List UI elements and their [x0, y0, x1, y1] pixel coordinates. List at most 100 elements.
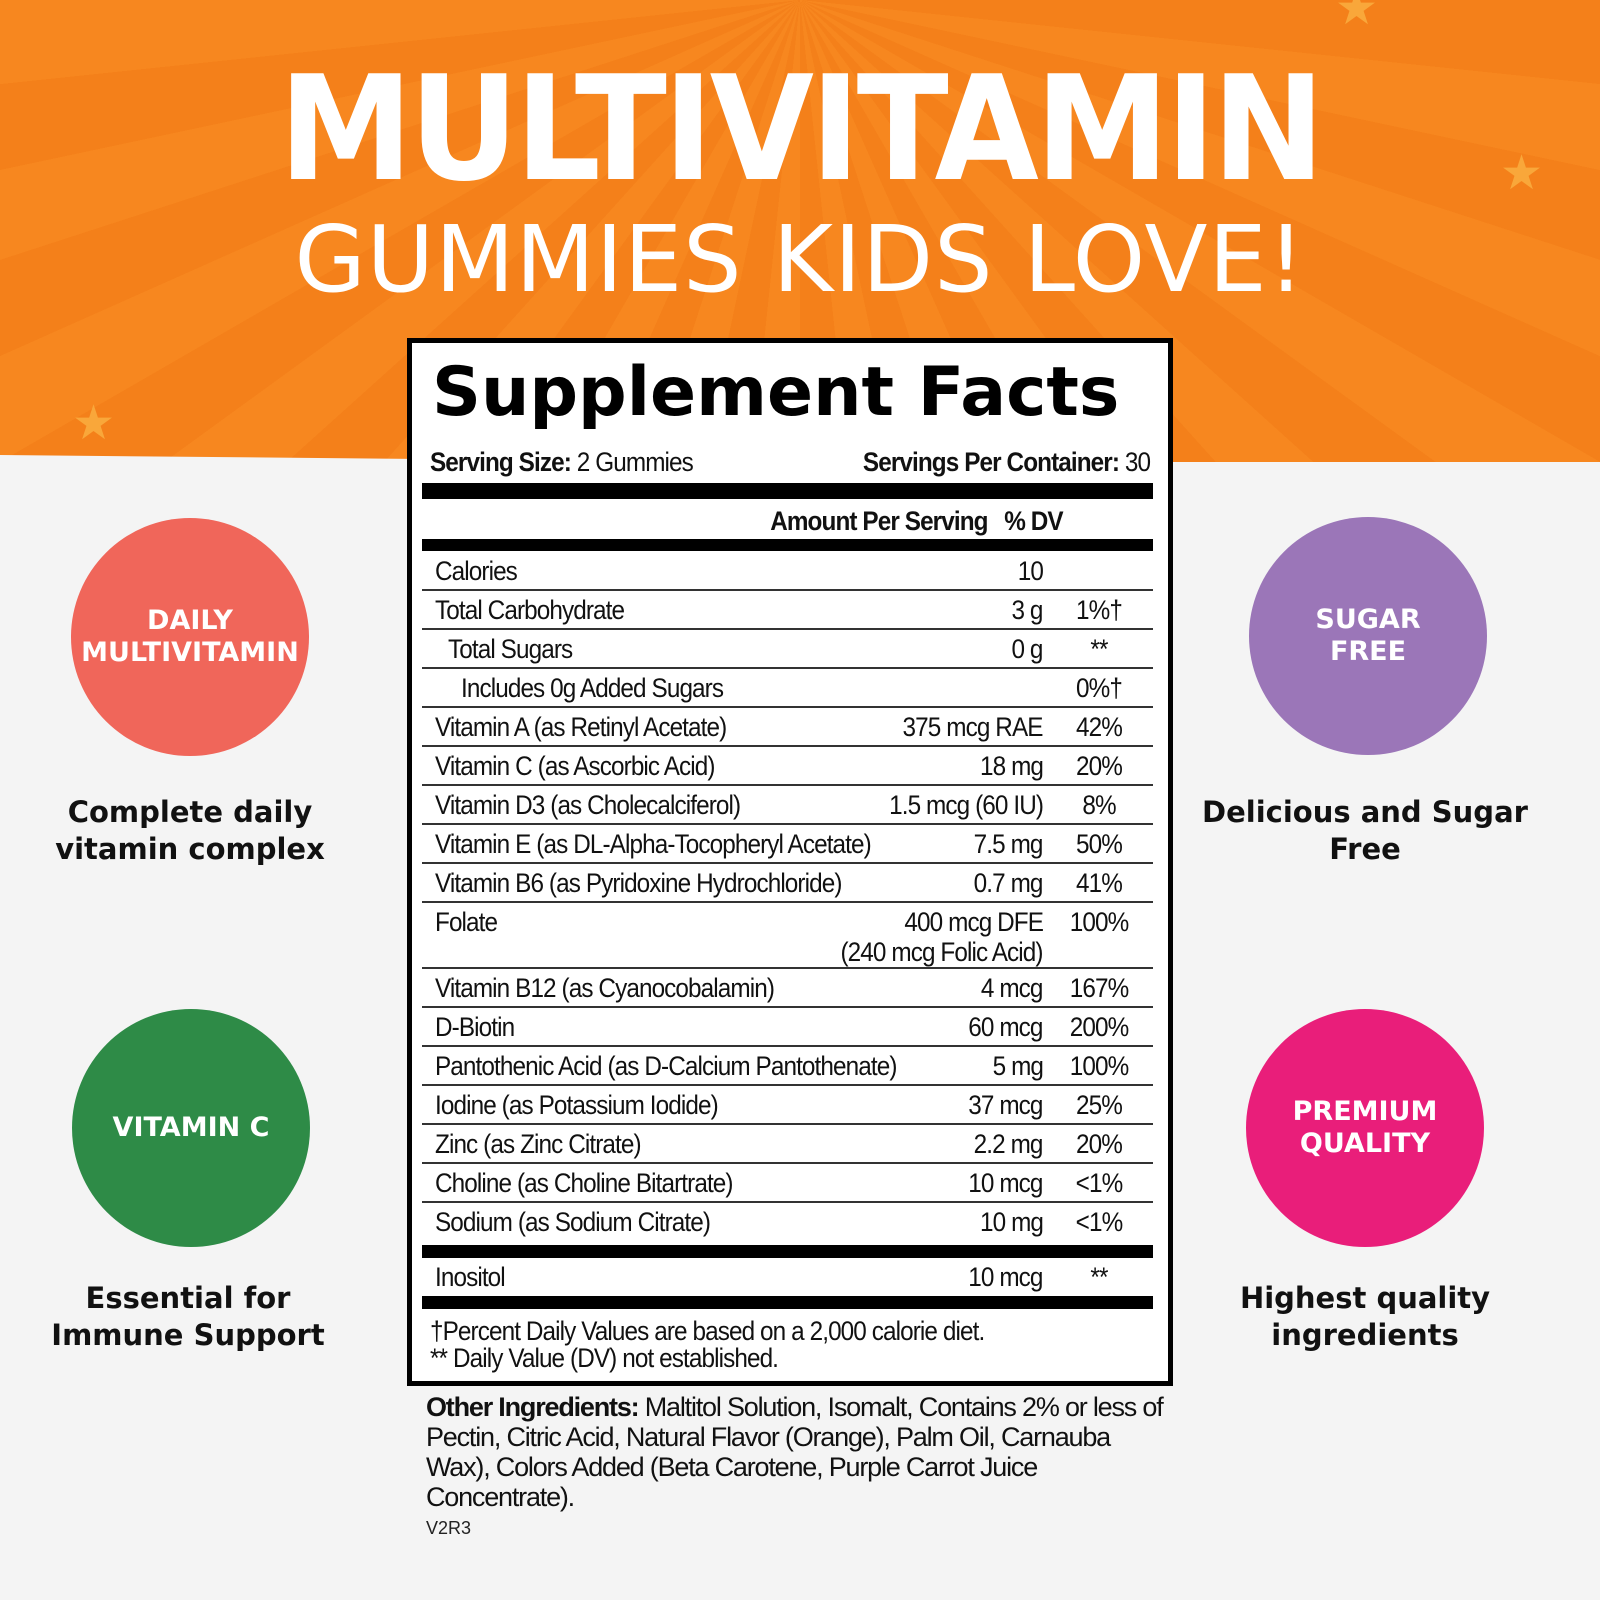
nutrient-dv: 0%†: [1076, 673, 1123, 703]
badge-sugar-free: SUGAR FREE: [1249, 517, 1487, 755]
footnote-dv: †Percent Daily Values are based on a 2,0…: [430, 1316, 985, 1346]
nutrient-amount: 18 mg: [979, 751, 1044, 781]
nutrient-amount: 60 mcg: [968, 1012, 1044, 1042]
nutrient-amount: 1.5 mcg (60 IU): [889, 790, 1044, 820]
table-row: Zinc (as Zinc Citrate) 2.2 mg 20%: [422, 1125, 1153, 1164]
nutrient-dv: 41%: [1076, 868, 1123, 898]
table-row: Total Sugars 0 g **: [422, 630, 1153, 669]
serving-size-label: Serving Size:: [430, 447, 572, 477]
table-row: Iodine (as Potassium Iodide) 37 mcg 25%: [422, 1086, 1153, 1125]
table-row: Vitamin B6 (as Pyridoxine Hydrochloride)…: [422, 864, 1153, 903]
version-code: V2R3: [426, 1518, 472, 1538]
nutrient-amount: 5 mg: [992, 1051, 1044, 1081]
nutrient-dv: 1%†: [1076, 595, 1123, 625]
nutrient-dv: 100%: [1069, 907, 1129, 937]
table-row: Pantothenic Acid (as D-Calcium Pantothen…: [422, 1047, 1153, 1086]
table-row: Vitamin B12 (as Cyanocobalamin) 4 mcg 167%: [422, 969, 1153, 1008]
badge-caption: Highest quality ingredients: [1239, 1281, 1491, 1352]
nutrient-dv: 25%: [1076, 1090, 1123, 1120]
nutrient-name: Choline (as Choline Bitartrate): [435, 1168, 734, 1198]
table-row: Folate 400 mcg DFE 100% (240 mcg Folic Acid…: [422, 903, 1153, 969]
other-ingredients-label: Other Ingredients:: [426, 1392, 640, 1422]
nutrient-dv: 200%: [1069, 1012, 1129, 1042]
supplement-facts-panel: Supplement Facts Serving Size: 2 Gummies…: [407, 338, 1173, 1386]
table-row: Sodium (as Sodium Citrate) 10 mg <1%: [422, 1203, 1153, 1242]
nutrient-dv: 8%: [1082, 790, 1116, 820]
nutrient-amount: 2.2 mg: [974, 1129, 1044, 1159]
nutrient-dv: **: [1090, 1262, 1108, 1292]
servings: 30: [1124, 447, 1151, 477]
badge-vitamin-c: VITAMIN C: [72, 1009, 310, 1247]
table-row: Vitamin D3 (as Cholecalciferol) 1.5 mcg (…: [422, 786, 1153, 825]
nutrient-name: Includes 0g Added Sugars: [461, 673, 724, 703]
badge-daily-multivitamin: DAILY MULTIVITAMIN: [71, 518, 309, 756]
nutrient-name: Vitamin D3 (as Cholecalciferol): [435, 790, 741, 820]
divider: [422, 1296, 1153, 1309]
divider: [422, 539, 1153, 551]
nutrient-name: Vitamin A (as Retinyl Acetate): [435, 712, 727, 742]
nutrient-amount: 7.5 mg: [974, 829, 1044, 859]
other-ingredients: Other Ingredients: Maltitol Solution, Is…: [426, 1392, 1171, 1512]
table-row: Inositol 10 mcg **: [422, 1258, 1153, 1296]
nutrient-name: Inositol: [435, 1262, 506, 1292]
divider: [422, 483, 1153, 499]
ingredients-block: Other Ingredients: Maltitol Solution, Is…: [426, 1392, 1171, 1538]
nutrient-dv: <1%: [1075, 1168, 1124, 1198]
nutrient-amount: 0 g: [1011, 634, 1044, 664]
table-row: D-Biotin 60 mcg 200%: [422, 1008, 1153, 1047]
nutrient-amount: 10 mg: [979, 1207, 1044, 1237]
nutrient-name: Pantothenic Acid (as D-Calcium Pantothen…: [435, 1051, 897, 1081]
table-row: Vitamin C (as Ascorbic Acid) 18 mg 20%: [422, 747, 1153, 786]
nutrient-dv: 42%: [1076, 712, 1123, 742]
serving-size: 2 Gummies: [576, 447, 694, 477]
nutrient-name: Vitamin B12 (as Cyanocobalamin): [435, 973, 775, 1003]
nutrient-amount: 400 mcg DFE: [904, 907, 1044, 937]
nutrient-dv: <1%: [1075, 1207, 1124, 1237]
nutrient-dv: 167%: [1069, 973, 1129, 1003]
nutrient-amount: 10: [1017, 556, 1044, 586]
star-icon: ★: [1500, 147, 1544, 200]
nutrient-name: Total Carbohydrate: [435, 595, 625, 625]
table-row: Choline (as Choline Bitartrate) 10 mcg <1%: [422, 1164, 1153, 1203]
nutrient-name: Iodine (as Potassium Iodide): [435, 1090, 719, 1120]
subtitle: GUMMIES KIDS LOVE!: [294, 206, 1306, 313]
nutrient-name: D-Biotin: [435, 1012, 515, 1042]
table-row: Vitamin E (as DL-Alpha-Tocopheryl Acetat…: [422, 825, 1153, 864]
table-row: Total Carbohydrate 3 g 1%†: [422, 591, 1153, 630]
footnote-not-established: ** Daily Value (DV) not established.: [430, 1343, 779, 1373]
nutrient-name: Sodium (as Sodium Citrate): [435, 1207, 711, 1237]
amount-header: Amount Per Serving: [770, 506, 988, 536]
table-row: Calories 10: [422, 552, 1153, 591]
star-icon: ★: [72, 397, 116, 450]
nutrient-name: Vitamin C (as Ascorbic Acid): [435, 751, 715, 781]
badge-premium-quality: PREMIUM QUALITY: [1246, 1009, 1484, 1247]
nutrient-dv: 50%: [1076, 829, 1123, 859]
star-icon: ★: [1335, 0, 1379, 35]
nutrient-name: Folate: [435, 907, 498, 937]
nutrient-dv: 20%: [1076, 1129, 1123, 1159]
divider: [422, 1245, 1153, 1258]
badge-caption: Complete daily vitamin complex: [55, 795, 325, 866]
nutrient-amount: 10 mcg: [968, 1168, 1044, 1198]
footnotes: †Percent Daily Values are based on a 2,0…: [430, 1316, 985, 1373]
nutrient-name: Calories: [435, 556, 518, 586]
servings-label: Servings Per Container:: [862, 447, 1120, 477]
nutrient-dv: 20%: [1076, 751, 1123, 781]
main-title: MULTIVITAMIN: [278, 45, 1325, 214]
badge-caption: Essential for Immune Support: [51, 1281, 325, 1352]
nutrient-amount: 4 mcg: [981, 973, 1044, 1003]
nutrient-amount: 375 mcg RAE: [902, 712, 1044, 742]
table-row: Vitamin A (as Retinyl Acetate) 375 mcg RA…: [422, 708, 1153, 747]
nutrient-name: Zinc (as Zinc Citrate): [435, 1129, 642, 1159]
nutrient-amount: 0.7 mg: [974, 868, 1044, 898]
nutrient-amount: 10 mcg: [968, 1262, 1044, 1292]
nutrient-amount: 37 mcg: [968, 1090, 1044, 1120]
nutrient-dv: **: [1090, 634, 1108, 664]
panel-title: Supplement Facts: [432, 353, 1120, 432]
dv-header: % DV: [1004, 506, 1063, 536]
other-ingredients-text: Maltitol Solution, Isomalt, Contains 2% …: [426, 1392, 1164, 1512]
nutrient-amount-detail: (240 mcg Folic Acid): [840, 937, 1044, 967]
nutrient-name: Total Sugars: [448, 634, 573, 664]
badge-caption: Delicious and Sugar Free: [1202, 795, 1528, 866]
nutrient-dv: 100%: [1069, 1051, 1129, 1081]
